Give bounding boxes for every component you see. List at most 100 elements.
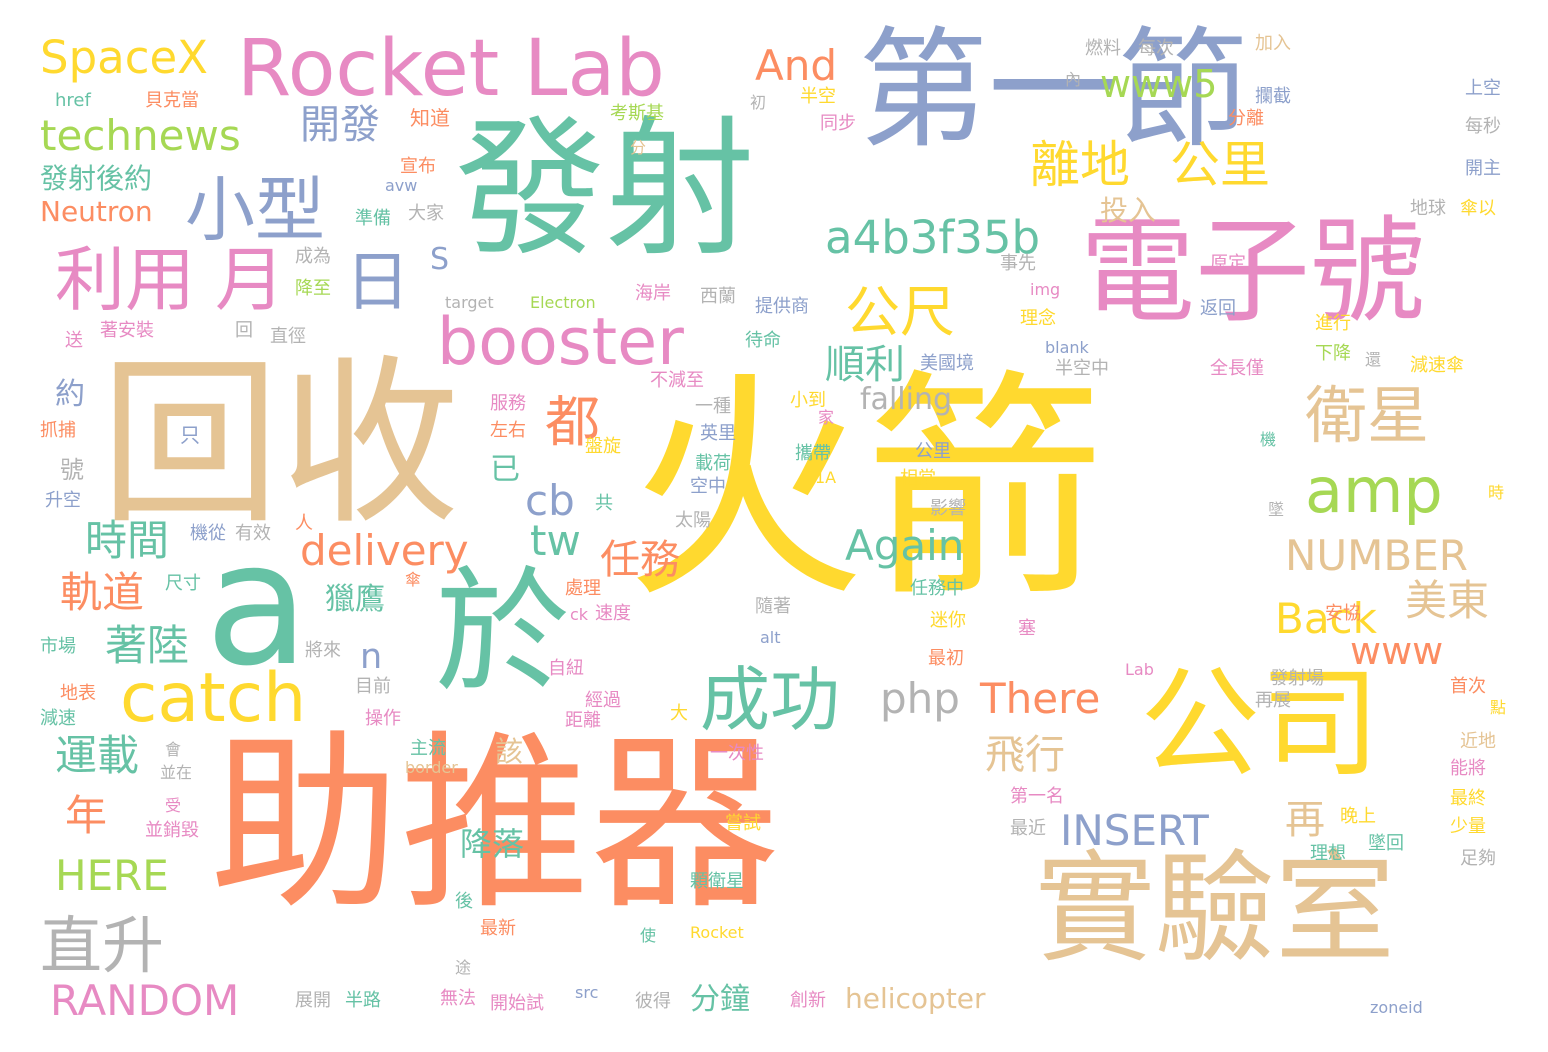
cloud-word: 該: [495, 735, 524, 768]
cloud-word: 再: [1285, 797, 1325, 843]
cloud-word: 電子號: [1080, 205, 1426, 339]
cloud-word: 主流: [410, 738, 446, 759]
cloud-word: 還: [1365, 350, 1382, 369]
cloud-word: amp: [1305, 454, 1443, 527]
cloud-word: 著安裝: [100, 320, 154, 341]
cloud-word: 足夠: [1460, 848, 1496, 869]
cloud-word: 號: [60, 456, 84, 484]
cloud-word: 最初: [928, 648, 964, 669]
cloud-word: 少量: [1450, 816, 1486, 837]
cloud-word: 將來: [305, 640, 341, 661]
cloud-word: 開發: [300, 102, 380, 148]
cloud-word: falling: [860, 382, 953, 417]
cloud-word: 操作: [365, 708, 401, 729]
cloud-word: 於: [435, 554, 570, 711]
cloud-word: 公里: [1170, 136, 1270, 194]
cloud-word: 同步: [820, 113, 856, 134]
cloud-word: 大家: [408, 203, 444, 224]
cloud-word: 自紐: [548, 658, 584, 679]
cloud-word: 第一名: [1010, 786, 1064, 807]
cloud-word: 機: [1260, 430, 1277, 449]
cloud-word: 使: [640, 926, 657, 945]
cloud-word: 任務中: [910, 578, 964, 599]
cloud-word: 地表: [60, 683, 96, 704]
cloud-word: 一次性: [710, 743, 764, 764]
cloud-word: 太陽: [675, 510, 711, 531]
cloud-word: 隨著: [755, 596, 791, 617]
cloud-word: 每次: [1138, 38, 1174, 59]
cloud-word: target: [445, 293, 494, 312]
cloud-word: 墜: [1268, 500, 1285, 519]
cloud-word: 途: [455, 958, 472, 977]
cloud-word: 距離: [565, 710, 601, 731]
cloud-word: www: [1350, 629, 1444, 673]
cloud-word: 返回: [1200, 298, 1236, 319]
cloud-word: 時間: [85, 516, 170, 565]
cloud-word: 開始試: [490, 993, 544, 1014]
cloud-word: border: [405, 758, 458, 777]
cloud-word: 利用: [55, 239, 195, 321]
cloud-word: 小型: [185, 169, 325, 251]
cloud-word: 運載: [55, 731, 140, 780]
cloud-word: INSERT: [1060, 806, 1209, 855]
cloud-word: ck: [570, 605, 589, 624]
cloud-word: 減速傘: [1410, 355, 1464, 376]
cloud-word: Rocket: [690, 923, 744, 942]
cloud-word: 升空: [45, 490, 81, 511]
cloud-word: 準備: [355, 208, 391, 229]
cloud-word: 英里: [700, 423, 736, 444]
cloud-word: 並銷毀: [145, 820, 199, 841]
cloud-word: 投入: [1100, 194, 1157, 227]
cloud-word: There: [980, 674, 1101, 723]
cloud-word: 西蘭: [700, 286, 736, 307]
cloud-word: php: [880, 674, 960, 723]
cloud-word: 機從: [190, 523, 226, 544]
cloud-word: 獵鷹: [325, 582, 385, 617]
cloud-word: 傘以: [1460, 198, 1496, 219]
cloud-word: 地球: [1410, 198, 1446, 219]
cloud-word: 上空: [1465, 78, 1501, 99]
cloud-word: 宣布: [400, 156, 436, 177]
cloud-word: 1A: [815, 468, 837, 487]
cloud-word: 分離: [1228, 108, 1264, 129]
cloud-word: 實驗室: [1035, 840, 1395, 979]
cloud-word: helicopter: [845, 982, 986, 1015]
cloud-word: n: [360, 637, 383, 677]
cloud-word: 公司: [1140, 655, 1380, 794]
cloud-word: 月: [215, 239, 285, 321]
cloud-word: 任務: [600, 537, 680, 583]
cloud-word: HERE: [55, 851, 169, 900]
cloud-word: 影響: [930, 498, 966, 519]
cloud-word: Electron: [530, 293, 596, 312]
cloud-word: 晚上: [1340, 806, 1376, 827]
cloud-word: 盤旋: [585, 436, 621, 457]
cloud-word: 左右: [490, 420, 526, 441]
cloud-word: img: [1030, 280, 1061, 299]
cloud-word: 理想: [1310, 843, 1346, 864]
cloud-word: 半路: [345, 990, 381, 1011]
cloud-word: 分: [630, 138, 647, 157]
cloud-word: 下降: [1315, 343, 1351, 364]
cloud-word: 大: [670, 703, 688, 724]
cloud-word: 安協: [1325, 603, 1361, 624]
cloud-word: 日: [345, 245, 411, 320]
cloud-word: 近地: [1460, 731, 1496, 752]
cloud-word: 有效: [235, 523, 271, 544]
cloud-word: 發射後約: [40, 162, 153, 195]
cloud-word: 減速: [40, 708, 76, 729]
cloud-word: 家: [818, 408, 835, 427]
cloud-word: a: [205, 506, 310, 704]
cloud-word: 已: [490, 452, 520, 487]
cloud-word: NUMBER: [1285, 531, 1468, 580]
cloud-word: 無法: [440, 988, 476, 1009]
cloud-word: 相當: [900, 468, 936, 489]
cloud-word: 軌道: [60, 568, 145, 617]
cloud-word: 小到: [790, 390, 826, 411]
cloud-word: 速度: [595, 603, 631, 624]
cloud-word: 最近: [1010, 818, 1046, 839]
cloud-word: 直升: [40, 909, 165, 982]
cloud-word: 衛星: [1305, 379, 1430, 452]
cloud-word: 墜回: [1368, 833, 1404, 854]
cloud-word: RANDOM: [50, 976, 240, 1025]
